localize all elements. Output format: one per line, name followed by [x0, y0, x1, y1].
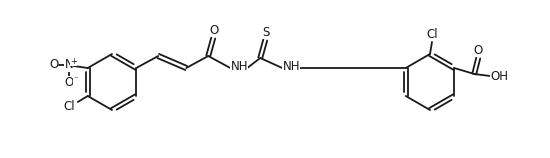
Text: O: O [64, 76, 73, 88]
Text: NH: NH [283, 60, 300, 73]
Text: O: O [474, 43, 483, 57]
Text: Cl: Cl [63, 100, 75, 112]
Text: S: S [262, 25, 270, 39]
Text: NH: NH [230, 60, 248, 73]
Text: +: + [70, 57, 77, 66]
Text: OH: OH [490, 70, 508, 82]
Text: O: O [49, 58, 58, 72]
Text: ⁻: ⁻ [73, 76, 78, 85]
Text: Cl: Cl [426, 27, 438, 40]
Text: N: N [64, 58, 73, 72]
Text: O: O [210, 24, 219, 36]
